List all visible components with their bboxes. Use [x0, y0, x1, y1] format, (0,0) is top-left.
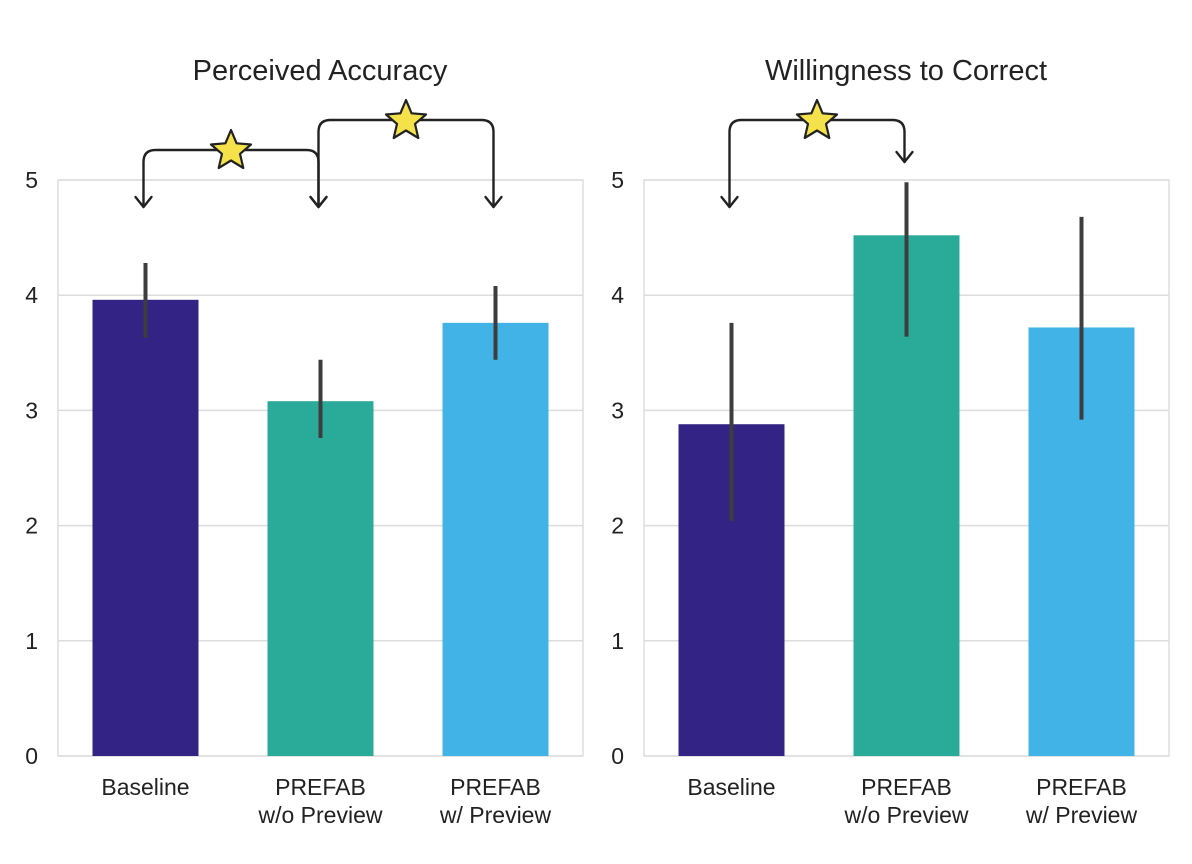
y-tick-label: 0: [611, 743, 624, 769]
chart-title: Perceived Accuracy: [193, 55, 448, 87]
y-tick-label: 2: [25, 513, 38, 539]
chart-title: Willingness to Correct: [765, 55, 1047, 87]
arrowhead: [309, 195, 328, 209]
y-tick-label: 0: [25, 743, 38, 769]
y-tick-label: 5: [611, 167, 624, 193]
x-tick-label: Baseline: [687, 774, 775, 800]
significance-star-icon: [795, 98, 839, 140]
arrowhead: [720, 195, 739, 209]
arrowhead: [895, 150, 914, 164]
arrowhead: [484, 195, 503, 209]
x-tick-label: PREFAB w/ Preview: [439, 774, 552, 828]
y-tick-label: 1: [611, 628, 624, 654]
y-tick-label: 4: [611, 282, 624, 308]
x-tick-label: PREFAB w/ Preview: [1025, 774, 1138, 828]
y-tick-label: 1: [25, 628, 38, 654]
significance-star-icon: [384, 98, 428, 140]
y-tick-label: 2: [611, 513, 624, 539]
y-tick-label: 4: [25, 282, 38, 308]
x-tick-label: PREFAB w/o Preview: [258, 774, 383, 828]
y-tick-label: 5: [25, 167, 38, 193]
y-tick-label: 3: [611, 397, 624, 423]
bar: [442, 322, 549, 756]
x-tick-label: Baseline: [101, 774, 189, 800]
x-tick-label: PREFAB w/o Preview: [844, 774, 969, 828]
bar: [267, 401, 374, 756]
significance-bracket: [317, 118, 495, 209]
chart-panel-2: Willingness to Correct 0 1 2 3 4 5 Baseline PREF…: [611, 55, 1170, 828]
bar: [92, 299, 199, 756]
significance-star-icon: [209, 128, 253, 170]
arrowhead: [134, 195, 153, 209]
chart-panel-1: Perceived Accuracy 0 1 2 3 4 5 Baseline PREFAB w/…: [25, 55, 584, 828]
y-tick-label: 3: [25, 397, 38, 423]
significance-bracket: [728, 118, 906, 209]
